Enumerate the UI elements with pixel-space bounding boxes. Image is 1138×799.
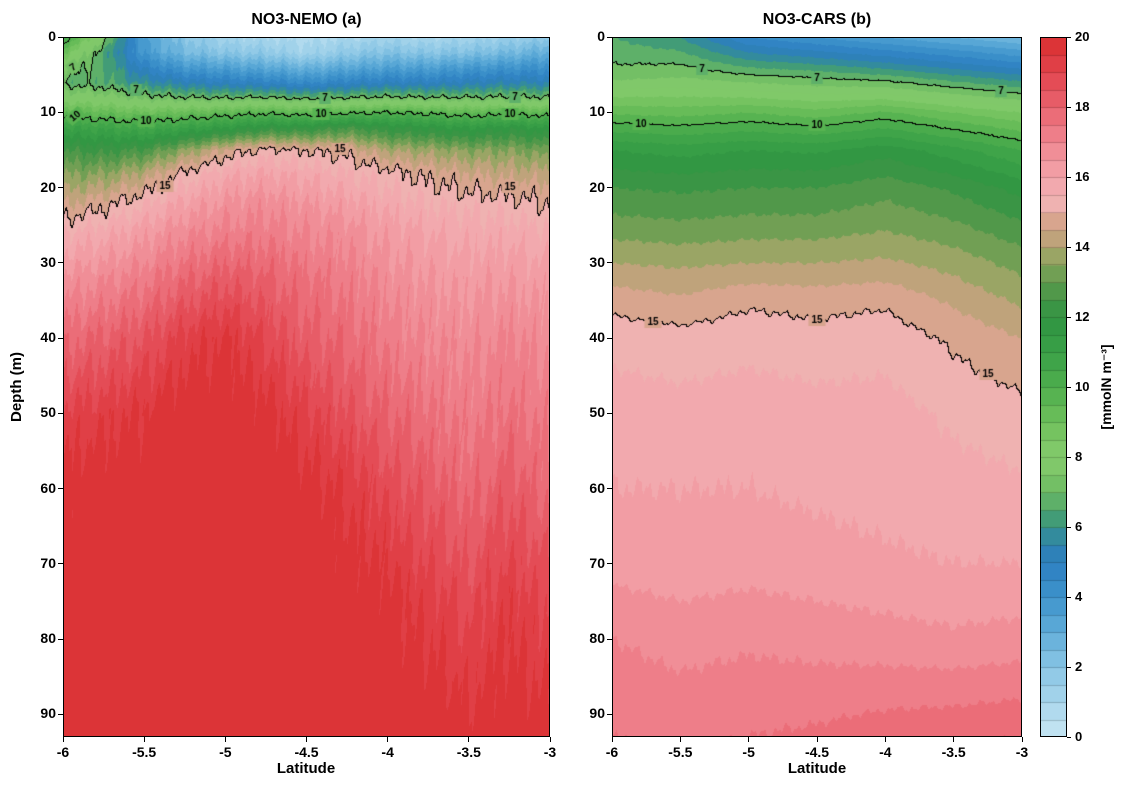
panel-a-plot: [63, 37, 550, 737]
x-tick-label: -4.5: [294, 744, 319, 760]
x-tick-mark: [611, 737, 613, 742]
colorbar-tick-label: 20: [1075, 29, 1090, 44]
x-tick-label: -3: [543, 744, 557, 760]
x-tick-mark: [306, 737, 307, 742]
colorbar-tick-label: 2: [1075, 659, 1083, 674]
y-tick-label: 60: [589, 479, 605, 496]
colorbar-tick-mark: [1067, 456, 1071, 458]
y-tick-mark: [58, 337, 63, 339]
colorbar-tick-mark: [1067, 176, 1071, 178]
y-tick-label: 50: [40, 404, 56, 421]
y-tick-label: 20: [40, 178, 56, 195]
x-tick-mark: [224, 737, 226, 742]
x-tick-mark: [816, 737, 818, 742]
y-tick-mark: [58, 412, 63, 414]
y-tick-mark: [58, 638, 63, 640]
y-tick-mark: [607, 187, 612, 189]
y-tick-label: 40: [40, 329, 56, 346]
panel-a-xaxis-label: Latitude: [276, 760, 336, 777]
x-tick-mark: [1021, 737, 1023, 742]
y-tick-mark: [58, 563, 63, 565]
y-tick-label: 0: [597, 28, 605, 44]
y-tick-label: 40: [589, 329, 605, 346]
y-tick-label: 0: [48, 28, 56, 44]
y-tick-mark: [58, 488, 63, 490]
panel-b-xaxis-label: Latitude: [787, 760, 847, 777]
y-tick-mark: [607, 337, 612, 339]
y-tick-mark: [58, 36, 63, 38]
y-tick-label: 70: [589, 554, 605, 571]
y-tick-mark: [607, 563, 612, 565]
x-tick-mark: [468, 737, 470, 742]
colorbar: [1040, 37, 1067, 737]
colorbar-tick-mark: [1067, 526, 1071, 528]
y-tick-label: 70: [40, 554, 56, 571]
panel-a-title: NO3-NEMO (a): [251, 11, 362, 28]
x-tick-label: -5: [219, 744, 232, 760]
colorbar-tick-label: 16: [1075, 169, 1090, 184]
x-tick-label: -3: [1015, 744, 1029, 760]
panel-b-plot: [612, 37, 1022, 737]
x-tick-label: -5: [742, 744, 755, 760]
colorbar-tick-label: 4: [1075, 589, 1083, 604]
y-tick-label: 80: [589, 630, 605, 647]
y-tick-label: 90: [40, 705, 56, 722]
x-tick-label: -5.5: [668, 744, 693, 760]
y-tick-label: 50: [589, 404, 605, 421]
x-tick-mark: [143, 737, 145, 742]
y-tick-label: 90: [589, 705, 605, 722]
colorbar-tick-mark: [1067, 316, 1071, 318]
colorbar-tick-mark: [1067, 666, 1071, 668]
y-tick-label: 60: [40, 479, 56, 496]
y-tick-label: 30: [40, 253, 56, 270]
colorbar-tick-mark: [1067, 596, 1071, 598]
colorbar-tick-label: 6: [1075, 519, 1083, 534]
x-tick-mark: [387, 737, 389, 742]
x-tick-mark: [549, 737, 551, 742]
panel-b-title: NO3-CARS (b): [762, 11, 872, 28]
colorbar-tick-label: 14: [1075, 239, 1090, 254]
x-tick-mark: [884, 737, 886, 742]
y-tick-label: 20: [589, 178, 605, 195]
x-tick-mark: [679, 737, 681, 742]
x-tick-label: -5.5: [132, 744, 157, 760]
colorbar-tick-label: 8: [1075, 449, 1083, 464]
y-tick-mark: [58, 111, 63, 113]
y-tick-mark: [607, 713, 612, 715]
colorbar-tick-label: 0: [1075, 729, 1083, 744]
x-tick-mark: [953, 737, 955, 742]
y-tick-label: 80: [40, 630, 56, 647]
colorbar-tick-label: 12: [1075, 309, 1090, 324]
x-tick-label: -3.5: [456, 744, 481, 760]
y-tick-label: 30: [589, 253, 605, 270]
colorbar-tick-mark: [1067, 736, 1071, 738]
colorbar-tick-mark: [1067, 36, 1071, 38]
y-tick-mark: [58, 187, 63, 189]
x-tick-label: -4: [381, 744, 394, 760]
y-tick-mark: [607, 36, 612, 38]
y-tick-mark: [607, 412, 612, 414]
y-tick-mark: [607, 638, 612, 640]
y-tick-mark: [607, 488, 612, 490]
x-tick-mark: [748, 737, 750, 742]
colorbar-tick-label: 10: [1075, 379, 1090, 394]
colorbar-tick-mark: [1067, 246, 1071, 248]
x-tick-label: -3.5: [941, 744, 966, 760]
y-tick-label: 10: [40, 103, 56, 120]
x-tick-mark: [62, 737, 64, 742]
y-tick-mark: [607, 262, 612, 264]
colorbar-tick-label: 18: [1075, 99, 1090, 114]
colorbar-tick-mark: [1067, 386, 1071, 388]
x-tick-label: -6: [605, 744, 619, 760]
y-tick-label: 10: [589, 103, 605, 120]
y-tick-mark: [58, 713, 63, 715]
x-tick-label: -6: [56, 744, 70, 760]
y-tick-mark: [58, 262, 63, 264]
y-tick-mark: [607, 111, 612, 113]
colorbar-tick-mark: [1067, 106, 1071, 108]
x-tick-label: -4: [879, 744, 892, 760]
x-tick-label: -4.5: [804, 744, 830, 760]
